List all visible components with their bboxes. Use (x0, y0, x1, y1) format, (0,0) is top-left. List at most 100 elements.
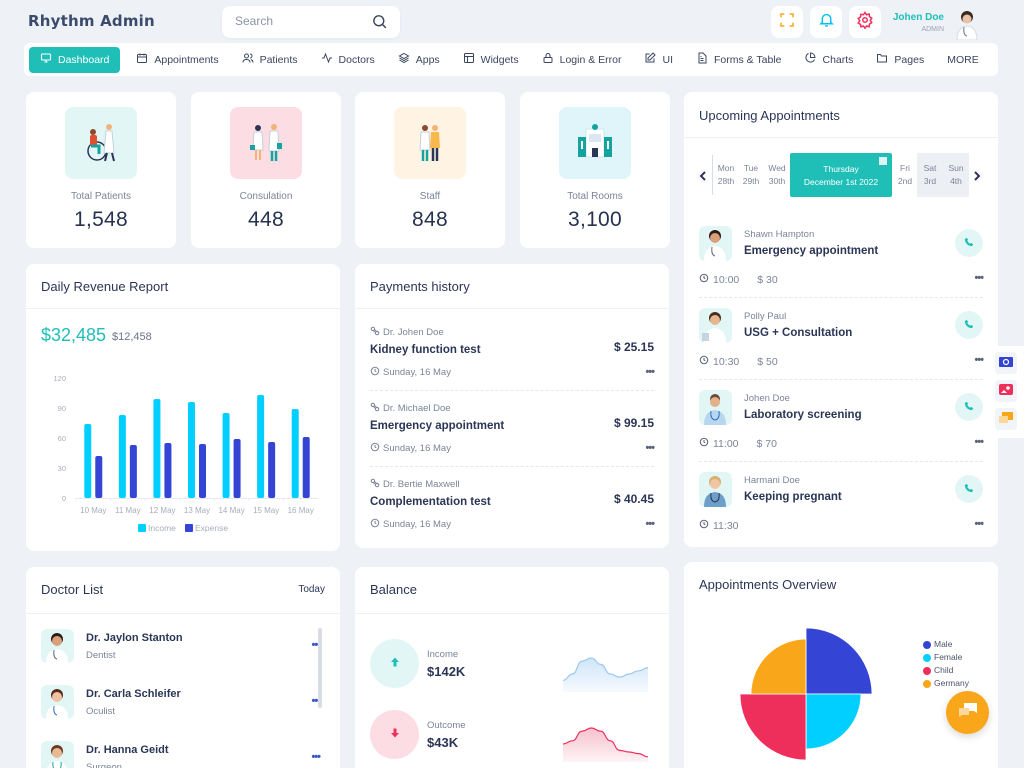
appointment-item[interactable]: Shawn Hampton Emergency appointment 10:0… (699, 226, 984, 308)
appointment-time: 10:00 (713, 273, 740, 286)
legend-swatch (923, 679, 931, 688)
link-icon (370, 402, 380, 415)
folder-icon (876, 52, 888, 67)
date-picker-strip: Mon 28th Tue 29th Wed 30th Thursday December… (699, 153, 982, 197)
revenue-bar-chart: 0 30 60 90 120 10 May 11 May 12 May 13 May 14 May… (53, 374, 318, 533)
doctor-list-item[interactable]: Dr. Jaylon Stanton Dentist ••• (41, 629, 321, 679)
nav-patients[interactable]: Patients (232, 47, 308, 73)
search-input[interactable] (235, 14, 365, 28)
weekend-group (917, 153, 969, 197)
nav-login-error[interactable]: Login & Error (532, 47, 632, 73)
card-title: Daily Revenue Report (41, 279, 169, 294)
more-options-icon[interactable]: ••• (974, 354, 984, 366)
nav-dashboard[interactable]: Dashboard (29, 46, 121, 73)
divider (699, 297, 983, 298)
payment-item[interactable]: Dr. Johen Doe Kidney function test $ 25.… (370, 326, 655, 379)
brand-logo[interactable]: Rhythm Admin (28, 12, 155, 30)
search-icon[interactable] (371, 13, 388, 35)
link-icon (370, 326, 380, 339)
fullscreen-icon (779, 12, 795, 33)
chat-icon (958, 702, 978, 723)
date-selected[interactable]: Thursday December 1st 2022 (790, 153, 892, 197)
chat-button[interactable] (946, 691, 989, 734)
call-button[interactable] (955, 475, 983, 503)
nav-appointments[interactable]: Appointments (126, 47, 228, 73)
hospital-building-illustration (559, 107, 631, 179)
nav-doctors[interactable]: Doctors (311, 47, 385, 73)
more-options-icon[interactable]: ••• (311, 695, 321, 707)
legend-item[interactable]: Female (923, 651, 969, 664)
payment-item[interactable]: Dr. Bertie Maxwell Complementation test … (370, 478, 655, 531)
doctor-list-item[interactable]: Dr. Hanna Geidt Surgeon ••• (41, 741, 321, 768)
wheelchair-patient-illustration (65, 107, 137, 179)
patient-name: Johen Doe (744, 393, 790, 404)
date-mon[interactable]: Mon 28th (717, 163, 735, 186)
side-button-gallery[interactable] (995, 380, 1017, 402)
doctor-avatar (41, 741, 74, 768)
appointment-item[interactable]: Polly Paul USG + Consultation 10:30 $ 50 … (699, 308, 984, 390)
nav-apps[interactable]: Apps (388, 47, 450, 73)
date-tue[interactable]: Tue 29th (742, 163, 760, 186)
payment-title: Kidney function test (370, 344, 481, 356)
nav-charts[interactable]: Charts (794, 47, 863, 73)
chevron-left-icon[interactable] (699, 168, 707, 186)
side-button-layers[interactable] (995, 408, 1017, 430)
nav-pages[interactable]: Pages (866, 47, 934, 73)
doctor-name: Dr. Hanna Geidt (86, 744, 169, 756)
date-fri[interactable]: Fri 2nd (897, 163, 913, 186)
date-sun[interactable]: Sun 4th (948, 163, 964, 186)
legend-item[interactable]: Male (923, 638, 969, 651)
doctor-list-scrollbar[interactable] (318, 628, 322, 708)
date-sat[interactable]: Sat 3rd (923, 163, 937, 186)
doctor-list-filter[interactable]: Today (298, 584, 325, 595)
more-options-icon[interactable]: ••• (311, 639, 321, 651)
svg-text:10 May: 10 May (80, 506, 106, 515)
more-options-icon[interactable]: ••• (645, 366, 655, 378)
nav-forms-table[interactable]: Forms & Table (686, 47, 792, 73)
side-button-theme[interactable] (995, 352, 1017, 374)
svg-text:120: 120 (53, 374, 66, 383)
clock-icon (370, 518, 380, 531)
notifications-button[interactable] (810, 6, 842, 38)
more-options-icon[interactable]: ••• (974, 436, 984, 448)
more-options-icon[interactable]: ••• (974, 518, 984, 530)
user-name[interactable]: Johen Doe (892, 12, 944, 23)
doctor-avatar (699, 390, 732, 425)
appointments-overview-card: Appointments Overview Male Female Child … (684, 562, 998, 768)
payment-item[interactable]: Dr. Michael Doe Emergency appointment $ … (370, 402, 655, 455)
more-options-icon[interactable]: ••• (645, 518, 655, 530)
payment-date: Sunday, 16 May (383, 519, 451, 530)
nav-more[interactable]: MORE (947, 53, 979, 66)
svg-text:30: 30 (58, 464, 66, 473)
user-avatar[interactable] (953, 8, 981, 41)
payment-doctor: Dr. Bertie Maxwell (383, 479, 460, 490)
legend-item[interactable]: Germany (923, 677, 969, 690)
more-options-icon[interactable]: ••• (974, 272, 984, 284)
divider (26, 308, 340, 309)
nav-ui[interactable]: UI (634, 47, 683, 73)
date-wed[interactable]: Wed 30th (768, 163, 786, 186)
stat-value: 1,548 (73, 208, 129, 231)
revenue-primary: $32,485 (41, 325, 107, 345)
more-options-icon[interactable]: ••• (645, 442, 655, 454)
chevron-right-icon[interactable] (973, 168, 981, 186)
patient-name: Shawn Hampton (744, 229, 815, 240)
appointment-item[interactable]: Johen Doe Laboratory screening 11:00 $ 70… (699, 390, 984, 472)
payment-doctor: Dr. Johen Doe (383, 327, 444, 338)
calendar-icon (879, 156, 887, 169)
call-button[interactable] (955, 229, 983, 257)
appointment-item[interactable]: Harmani Doe Keeping pregnant 11:30 ••• (699, 472, 984, 547)
doctor-name: Dr. Jaylon Stanton (86, 632, 183, 644)
legend-item[interactable]: Child (923, 664, 969, 677)
more-options-icon[interactable]: ••• (311, 751, 321, 763)
stat-label: Total Patients (70, 191, 132, 202)
clock-icon (699, 355, 709, 368)
call-button[interactable] (955, 393, 983, 421)
doctor-list-item[interactable]: Dr. Carla Schleifer Oculist ••• (41, 685, 321, 735)
fullscreen-button[interactable] (771, 6, 803, 38)
clock-icon (699, 519, 709, 532)
doctor-name: Dr. Carla Schleifer (86, 688, 181, 700)
nav-widgets[interactable]: Widgets (453, 47, 529, 73)
settings-button[interactable] (849, 6, 881, 38)
call-button[interactable] (955, 311, 983, 339)
